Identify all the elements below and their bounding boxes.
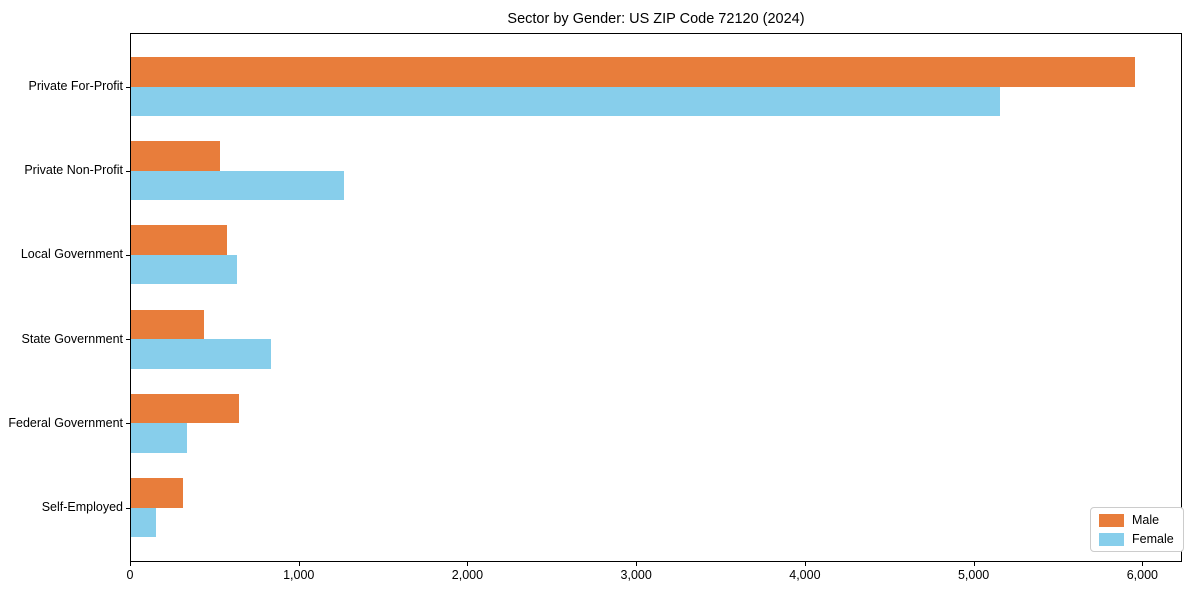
x-tick-mark xyxy=(467,562,469,566)
y-tick-label: Self-Employed xyxy=(41,500,123,514)
female-bar xyxy=(131,86,1000,116)
female-bar xyxy=(131,507,156,537)
legend-item: Male xyxy=(1099,513,1174,527)
y-tick-label: Federal Government xyxy=(8,415,123,430)
x-tick-mark xyxy=(973,562,975,566)
female-bar xyxy=(131,170,344,201)
x-tick-label: 2,000 xyxy=(451,568,484,582)
female-bar xyxy=(131,254,237,285)
y-tick-mark xyxy=(126,254,130,256)
legend-swatch-male xyxy=(1099,513,1124,527)
x-tick-label: 3,000 xyxy=(620,568,652,582)
female-bar xyxy=(131,423,187,453)
male-bar xyxy=(131,478,183,508)
legend: Male Female xyxy=(1090,507,1184,552)
x-tick-label: 1,000 xyxy=(283,568,315,582)
x-tick-label: 4,000 xyxy=(789,568,821,582)
legend-swatch-female xyxy=(1099,532,1124,546)
x-tick-mark xyxy=(298,562,300,566)
chart-title: Sector by Gender: US ZIP Code 72120 (202… xyxy=(507,11,805,27)
x-tick-label: 0 xyxy=(126,568,134,582)
y-tick-mark xyxy=(126,507,130,509)
legend-item: Female xyxy=(1099,532,1174,546)
x-tick-mark xyxy=(804,562,806,566)
legend-label: Female xyxy=(1132,532,1174,546)
male-bar xyxy=(131,57,1135,87)
y-tick-mark xyxy=(126,86,130,88)
x-tick-mark xyxy=(130,562,131,566)
y-tick-mark xyxy=(126,170,130,172)
x-tick-mark xyxy=(1142,562,1144,566)
x-tick-mark xyxy=(636,562,638,566)
x-tick-label: 6,000 xyxy=(1126,568,1158,582)
male-bar xyxy=(131,393,239,424)
y-tick-label: Private For-Profit xyxy=(28,79,123,93)
y-tick-mark xyxy=(126,339,130,341)
male-bar xyxy=(131,225,227,255)
y-tick-label: State Government xyxy=(21,331,123,346)
female-bar xyxy=(131,339,271,369)
male-bar xyxy=(131,141,220,171)
legend-label: Male xyxy=(1132,513,1160,527)
x-tick-label: 5,000 xyxy=(957,568,990,582)
y-tick-label: Private Non-Profit xyxy=(24,163,123,178)
plot-area xyxy=(130,33,1182,562)
y-tick-mark xyxy=(126,423,130,425)
male-bar xyxy=(131,309,204,340)
y-tick-label: Local Government xyxy=(20,247,123,262)
